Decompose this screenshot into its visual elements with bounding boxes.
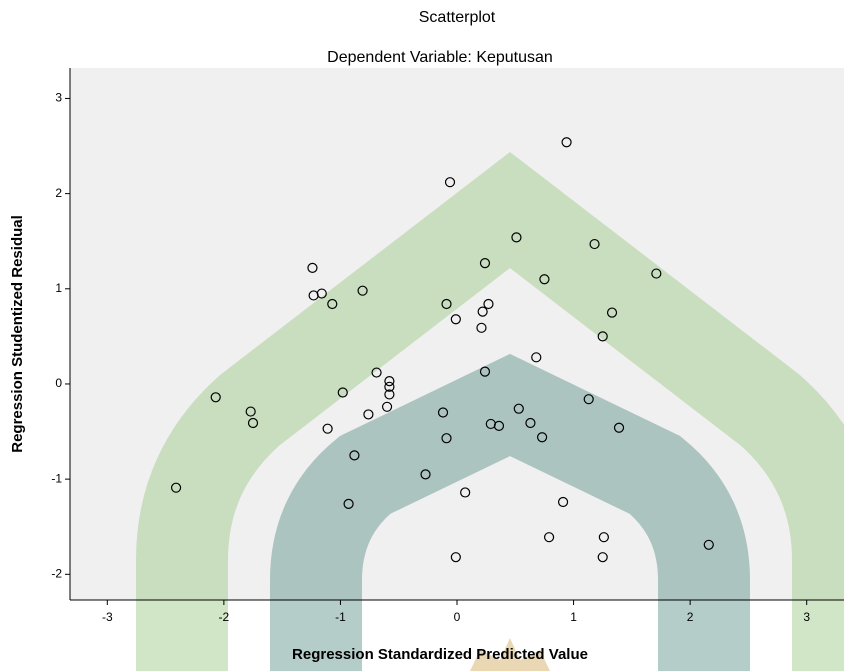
y-tick-label: -1 [51,471,62,485]
x-tick-label: -2 [219,610,230,624]
y-tick-label: 2 [55,186,62,200]
y-axis-title: Regression Studentized Residual [9,215,26,453]
x-tick-label: 1 [570,610,577,624]
x-tick-label: 3 [803,610,810,624]
y-tick-label: 0 [55,376,62,390]
x-tick-label: 0 [454,610,461,624]
chart: Scatterplot Dependent Variable: Keputusa… [0,0,844,671]
x-tick-label: -1 [335,610,346,624]
x-tick-label: 2 [687,610,694,624]
chart-subtitle: Dependent Variable: Keputusan [327,49,553,66]
chart-title: Scatterplot [419,9,496,26]
y-tick-label: -2 [51,566,62,580]
y-tick-label: 3 [55,91,62,105]
x-tick-label: -3 [102,610,113,624]
x-axis-title: Regression Standardized Predicted Value [292,646,588,663]
y-tick-label: 1 [55,281,62,295]
